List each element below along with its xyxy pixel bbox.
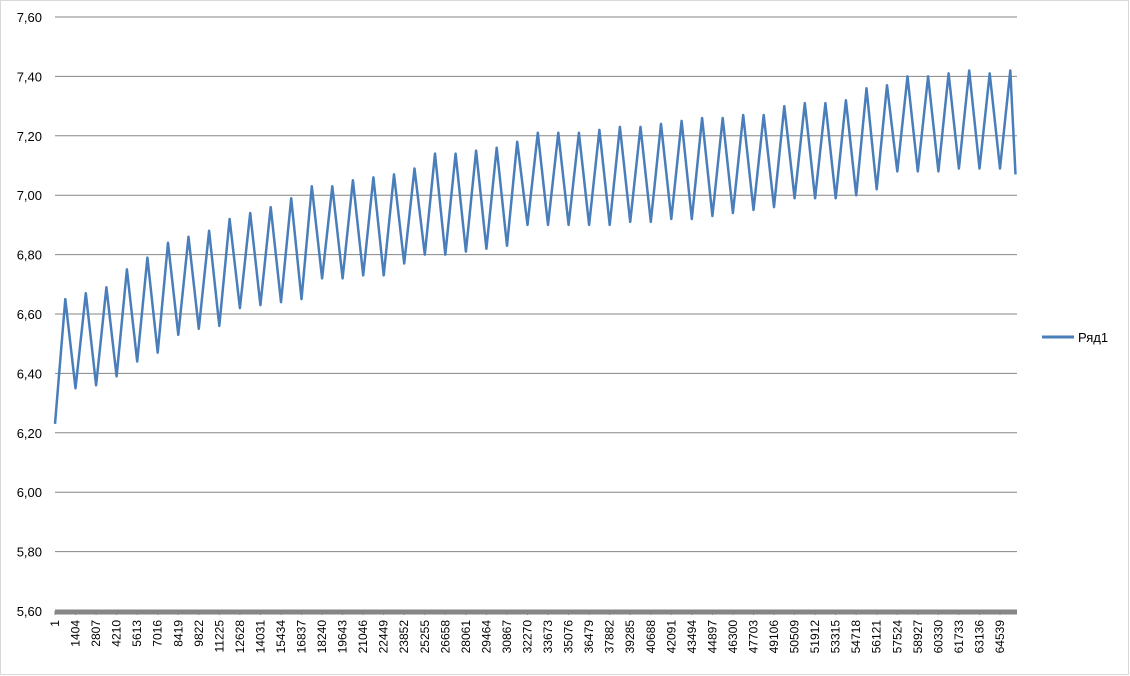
x-tick-label: 54718 bbox=[849, 620, 863, 654]
x-tick-label: 60330 bbox=[931, 620, 945, 654]
x-tick-label: 37882 bbox=[603, 620, 617, 654]
x-tick-label: 8419 bbox=[171, 620, 185, 647]
x-tick-label: 2807 bbox=[89, 620, 103, 647]
x-tick-label: 36479 bbox=[582, 620, 596, 654]
x-tick-label: 5613 bbox=[130, 620, 144, 647]
x-tick-label: 44897 bbox=[705, 620, 719, 654]
x-tick-label: 47703 bbox=[746, 620, 760, 654]
x-tick-label: 4210 bbox=[110, 620, 124, 647]
x-tick-label: 64539 bbox=[993, 620, 1007, 654]
y-tick-label: 5,80 bbox=[17, 545, 42, 560]
x-tick-label: 1404 bbox=[69, 620, 83, 647]
x-tick-label: 57524 bbox=[890, 620, 904, 654]
x-tick-label: 39285 bbox=[623, 620, 637, 654]
x-tick-label: 33673 bbox=[541, 620, 555, 654]
x-tick-label: 51912 bbox=[808, 620, 822, 654]
y-tick-label: 7,00 bbox=[17, 188, 42, 203]
x-tick-label: 25255 bbox=[418, 620, 432, 654]
x-tick-label: 53315 bbox=[829, 620, 843, 654]
x-tick-label: 7016 bbox=[151, 620, 165, 647]
x-tick-label: 19643 bbox=[336, 620, 350, 654]
x-tick-label: 58927 bbox=[911, 620, 925, 654]
x-tick-label: 21046 bbox=[356, 620, 370, 654]
x-tick-label: 40688 bbox=[644, 620, 658, 654]
x-tick-label: 23852 bbox=[397, 620, 411, 654]
x-tick-label: 14031 bbox=[253, 620, 267, 654]
x-tick-label: 42091 bbox=[664, 620, 678, 654]
y-tick-label: 5,60 bbox=[17, 604, 42, 619]
x-tick-label: 50509 bbox=[788, 620, 802, 654]
y-tick-label: 6,60 bbox=[17, 307, 42, 322]
x-tick-label: 35076 bbox=[562, 620, 576, 654]
y-tick-label: 6,00 bbox=[17, 485, 42, 500]
x-tick-label: 12628 bbox=[233, 620, 247, 654]
y-tick-label: 6,40 bbox=[17, 366, 42, 381]
x-tick-label: 16837 bbox=[295, 620, 309, 654]
legend-label: Ряд1 bbox=[1078, 330, 1108, 345]
series-line bbox=[53, 69, 1017, 425]
y-tick-label: 7,60 bbox=[17, 10, 42, 25]
x-tick-label: 18240 bbox=[315, 620, 329, 654]
y-tick-label: 6,20 bbox=[17, 426, 42, 441]
x-tick-label: 56121 bbox=[870, 620, 884, 654]
x-tick-label: 30867 bbox=[500, 620, 514, 654]
x-tick-label: 1 bbox=[48, 620, 62, 627]
x-tick-label: 28061 bbox=[459, 620, 473, 654]
y-tick-label: 6,80 bbox=[17, 248, 42, 263]
x-tick-label: 46300 bbox=[726, 620, 740, 654]
x-tick-label: 22449 bbox=[377, 620, 391, 654]
x-tick-label: 11225 bbox=[212, 620, 226, 653]
y-tick-label: 7,40 bbox=[17, 69, 42, 84]
x-tick-label: 43494 bbox=[685, 620, 699, 654]
x-tick-label: 9822 bbox=[192, 620, 206, 647]
y-tick-label: 7,20 bbox=[17, 129, 42, 144]
x-tick-label: 26658 bbox=[438, 620, 452, 654]
x-tick-label: 63136 bbox=[972, 620, 986, 654]
x-tick-label: 15434 bbox=[274, 620, 288, 654]
x-tick-label: 61733 bbox=[952, 620, 966, 654]
x-tick-label: 32270 bbox=[521, 620, 535, 654]
x-tick-label: 29464 bbox=[479, 620, 493, 654]
x-tick-label: 49106 bbox=[767, 620, 781, 654]
